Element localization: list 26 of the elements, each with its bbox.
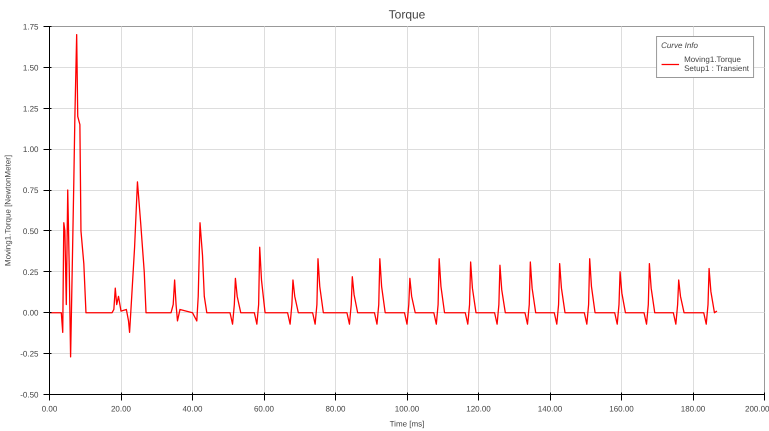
x-tick-label: 180.00 <box>680 404 706 414</box>
y-tick-label: 1.50 <box>22 63 40 72</box>
y-tick-label: 1.25 <box>22 104 40 114</box>
y-tick-label: 0.75 <box>22 186 40 196</box>
x-tick-label: 60.00 <box>254 404 275 414</box>
y-tick-label: -0.25 <box>20 350 40 359</box>
y-tick-label: 1.00 <box>22 145 40 154</box>
x-tick-label: 200.00 <box>745 404 769 414</box>
x-tick-label: 140.00 <box>538 404 563 414</box>
y-tick-label: 0.50 <box>22 226 40 236</box>
y-tick-label: -0.50 <box>20 390 40 400</box>
x-tick-label: 100.00 <box>394 404 420 414</box>
legend-label: Moving1.Torque Setup1 : Transient <box>684 55 749 73</box>
chart-title: Torque <box>388 8 426 22</box>
x-tick-label: 0.00 <box>42 404 58 414</box>
x-tick-label: 160.00 <box>609 404 634 414</box>
x-tick-label: 120.00 <box>466 404 492 414</box>
y-tick-label: 0.25 <box>22 268 40 277</box>
x-axis-title: Time [ms] <box>390 420 424 428</box>
y-tick-label: 1.75 <box>22 22 40 32</box>
legend-title: Curve Info <box>661 41 699 50</box>
y-axis-title: Moving1.Torque [NewtonMeter] <box>3 154 12 266</box>
y-tick-label: 0.00 <box>22 308 40 318</box>
x-tick-label: 80.00 <box>325 404 346 414</box>
x-tick-label: 40.00 <box>182 404 204 414</box>
x-tick-label: 20.00 <box>110 404 132 414</box>
